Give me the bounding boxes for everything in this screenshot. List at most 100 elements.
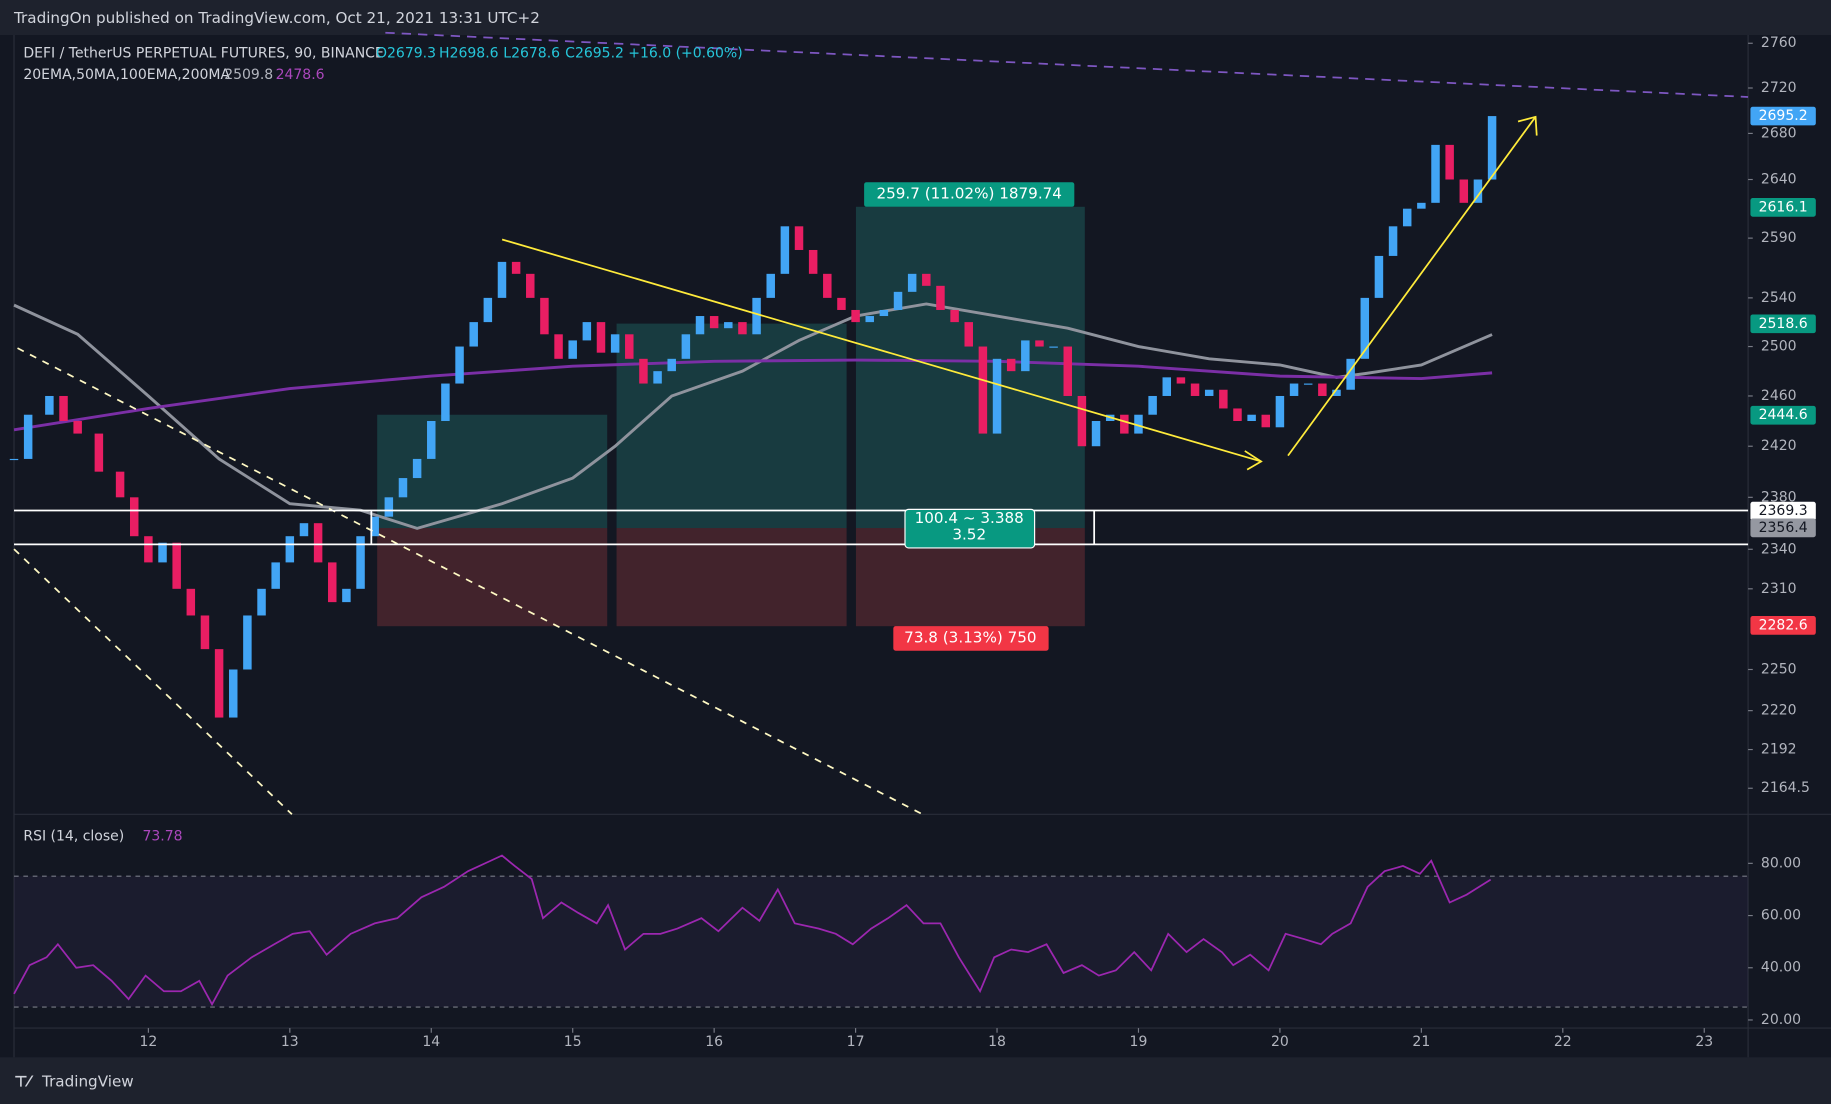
x-tick-label: 13	[281, 1034, 299, 1050]
loss-label-box	[893, 626, 1049, 651]
candle	[1021, 340, 1030, 372]
x-tick-label: 12	[139, 1034, 157, 1050]
x-tick-label: 17	[847, 1034, 865, 1050]
candle	[328, 562, 337, 603]
rsi-line	[13, 854, 1492, 1007]
candle	[695, 316, 705, 335]
candle	[540, 297, 549, 335]
x-tick-label: 14	[422, 1034, 440, 1050]
publisher: TradingOn published on TradingView.com, …	[13, 9, 540, 27]
candle	[73, 420, 82, 434]
candle	[1134, 414, 1143, 434]
candle	[271, 562, 280, 589]
candle	[1148, 395, 1157, 415]
candle	[511, 261, 521, 274]
x-tick-label: 19	[1130, 1034, 1148, 1050]
candle	[1176, 377, 1186, 384]
y-tick-label: 2340	[1761, 541, 1797, 557]
candle	[780, 226, 790, 274]
tv-logo[interactable]: ⊤⁄	[14, 1072, 34, 1090]
x-tick-label: 18	[988, 1034, 1006, 1050]
candle	[45, 395, 54, 415]
ratio-label: 3.52	[952, 526, 986, 544]
arrow-line	[501, 238, 1262, 463]
ohlc-change: +16.0 (+0.60%)	[628, 46, 742, 62]
candle	[1445, 144, 1454, 180]
y-tick-label: 2420	[1761, 438, 1797, 454]
candle	[1388, 226, 1398, 256]
price-label-box	[1750, 501, 1816, 521]
candle	[879, 309, 889, 317]
price-label: 2695.2	[1759, 108, 1808, 124]
candle	[1360, 297, 1370, 359]
candle	[1374, 255, 1384, 298]
candle	[922, 273, 931, 286]
candle	[1431, 144, 1440, 203]
candle	[1275, 395, 1285, 428]
candle	[1049, 346, 1058, 348]
candle	[865, 316, 874, 323]
candle	[1303, 383, 1313, 385]
price-label: 2282.6	[1759, 617, 1808, 633]
candle	[837, 297, 846, 310]
candle	[243, 615, 252, 670]
candle	[1346, 358, 1355, 390]
candle	[625, 334, 634, 359]
candle	[59, 395, 68, 421]
candle	[483, 297, 493, 323]
candle	[681, 334, 691, 359]
candle	[412, 458, 422, 479]
profit-label: 259.7 (11.02%) 1879.74	[876, 184, 1061, 202]
drawings: 259.7 (11.02%) 1879.74 73.8 (3.13%) 750 …	[13, 31, 1749, 816]
x-tick-label: 23	[1695, 1034, 1713, 1050]
price-label: 2444.6	[1759, 407, 1808, 423]
candle	[1233, 408, 1242, 421]
y-tick-label: 2192	[1761, 742, 1797, 758]
candle	[1077, 395, 1087, 447]
y-tick-label: 2500	[1761, 339, 1797, 355]
channel-line	[17, 347, 923, 816]
candle	[94, 433, 104, 472]
candle	[851, 309, 860, 323]
rsi-title: RSI (14, close)	[23, 828, 124, 844]
footer-brand[interactable]: TradingView	[41, 1072, 134, 1090]
price-label: 2369.3	[1759, 503, 1808, 519]
y-tick-label: 2760	[1761, 35, 1797, 51]
rsi-band	[14, 876, 1749, 1008]
symbol: DEFI / TetherUS PERPETUAL FUTURES, 90, B…	[23, 46, 383, 62]
candle	[342, 588, 351, 603]
x-tick-label: 16	[705, 1034, 723, 1050]
profit-zone	[616, 323, 847, 529]
candle	[794, 226, 804, 250]
y-tick-label: 80.00	[1761, 855, 1801, 871]
candle	[568, 340, 577, 359]
candle	[1204, 389, 1214, 396]
candle	[1487, 116, 1497, 180]
arrow-head	[1244, 450, 1263, 471]
candle	[724, 322, 733, 329]
candle	[639, 358, 648, 384]
price-label-box	[1750, 198, 1816, 217]
y-tick-label: 2680	[1761, 125, 1797, 141]
candle	[1417, 202, 1426, 209]
price-label: 2356.4	[1759, 520, 1808, 536]
y-tick-label: 2540	[1761, 290, 1797, 306]
candle	[653, 371, 662, 384]
candle	[709, 316, 719, 329]
candle	[144, 536, 153, 563]
candle	[582, 322, 592, 341]
candle	[1190, 383, 1200, 396]
x-tick-label: 21	[1412, 1034, 1430, 1050]
candle	[1332, 389, 1341, 396]
candle	[115, 471, 125, 498]
candle	[610, 334, 620, 353]
candle	[1063, 346, 1072, 396]
candle	[1459, 179, 1469, 203]
range-label-box	[904, 508, 1036, 549]
candle	[1035, 340, 1044, 347]
arrow-head	[1517, 115, 1538, 136]
ohlc-low: L2678.6	[503, 46, 560, 62]
candle	[441, 383, 450, 421]
candle	[978, 346, 988, 434]
